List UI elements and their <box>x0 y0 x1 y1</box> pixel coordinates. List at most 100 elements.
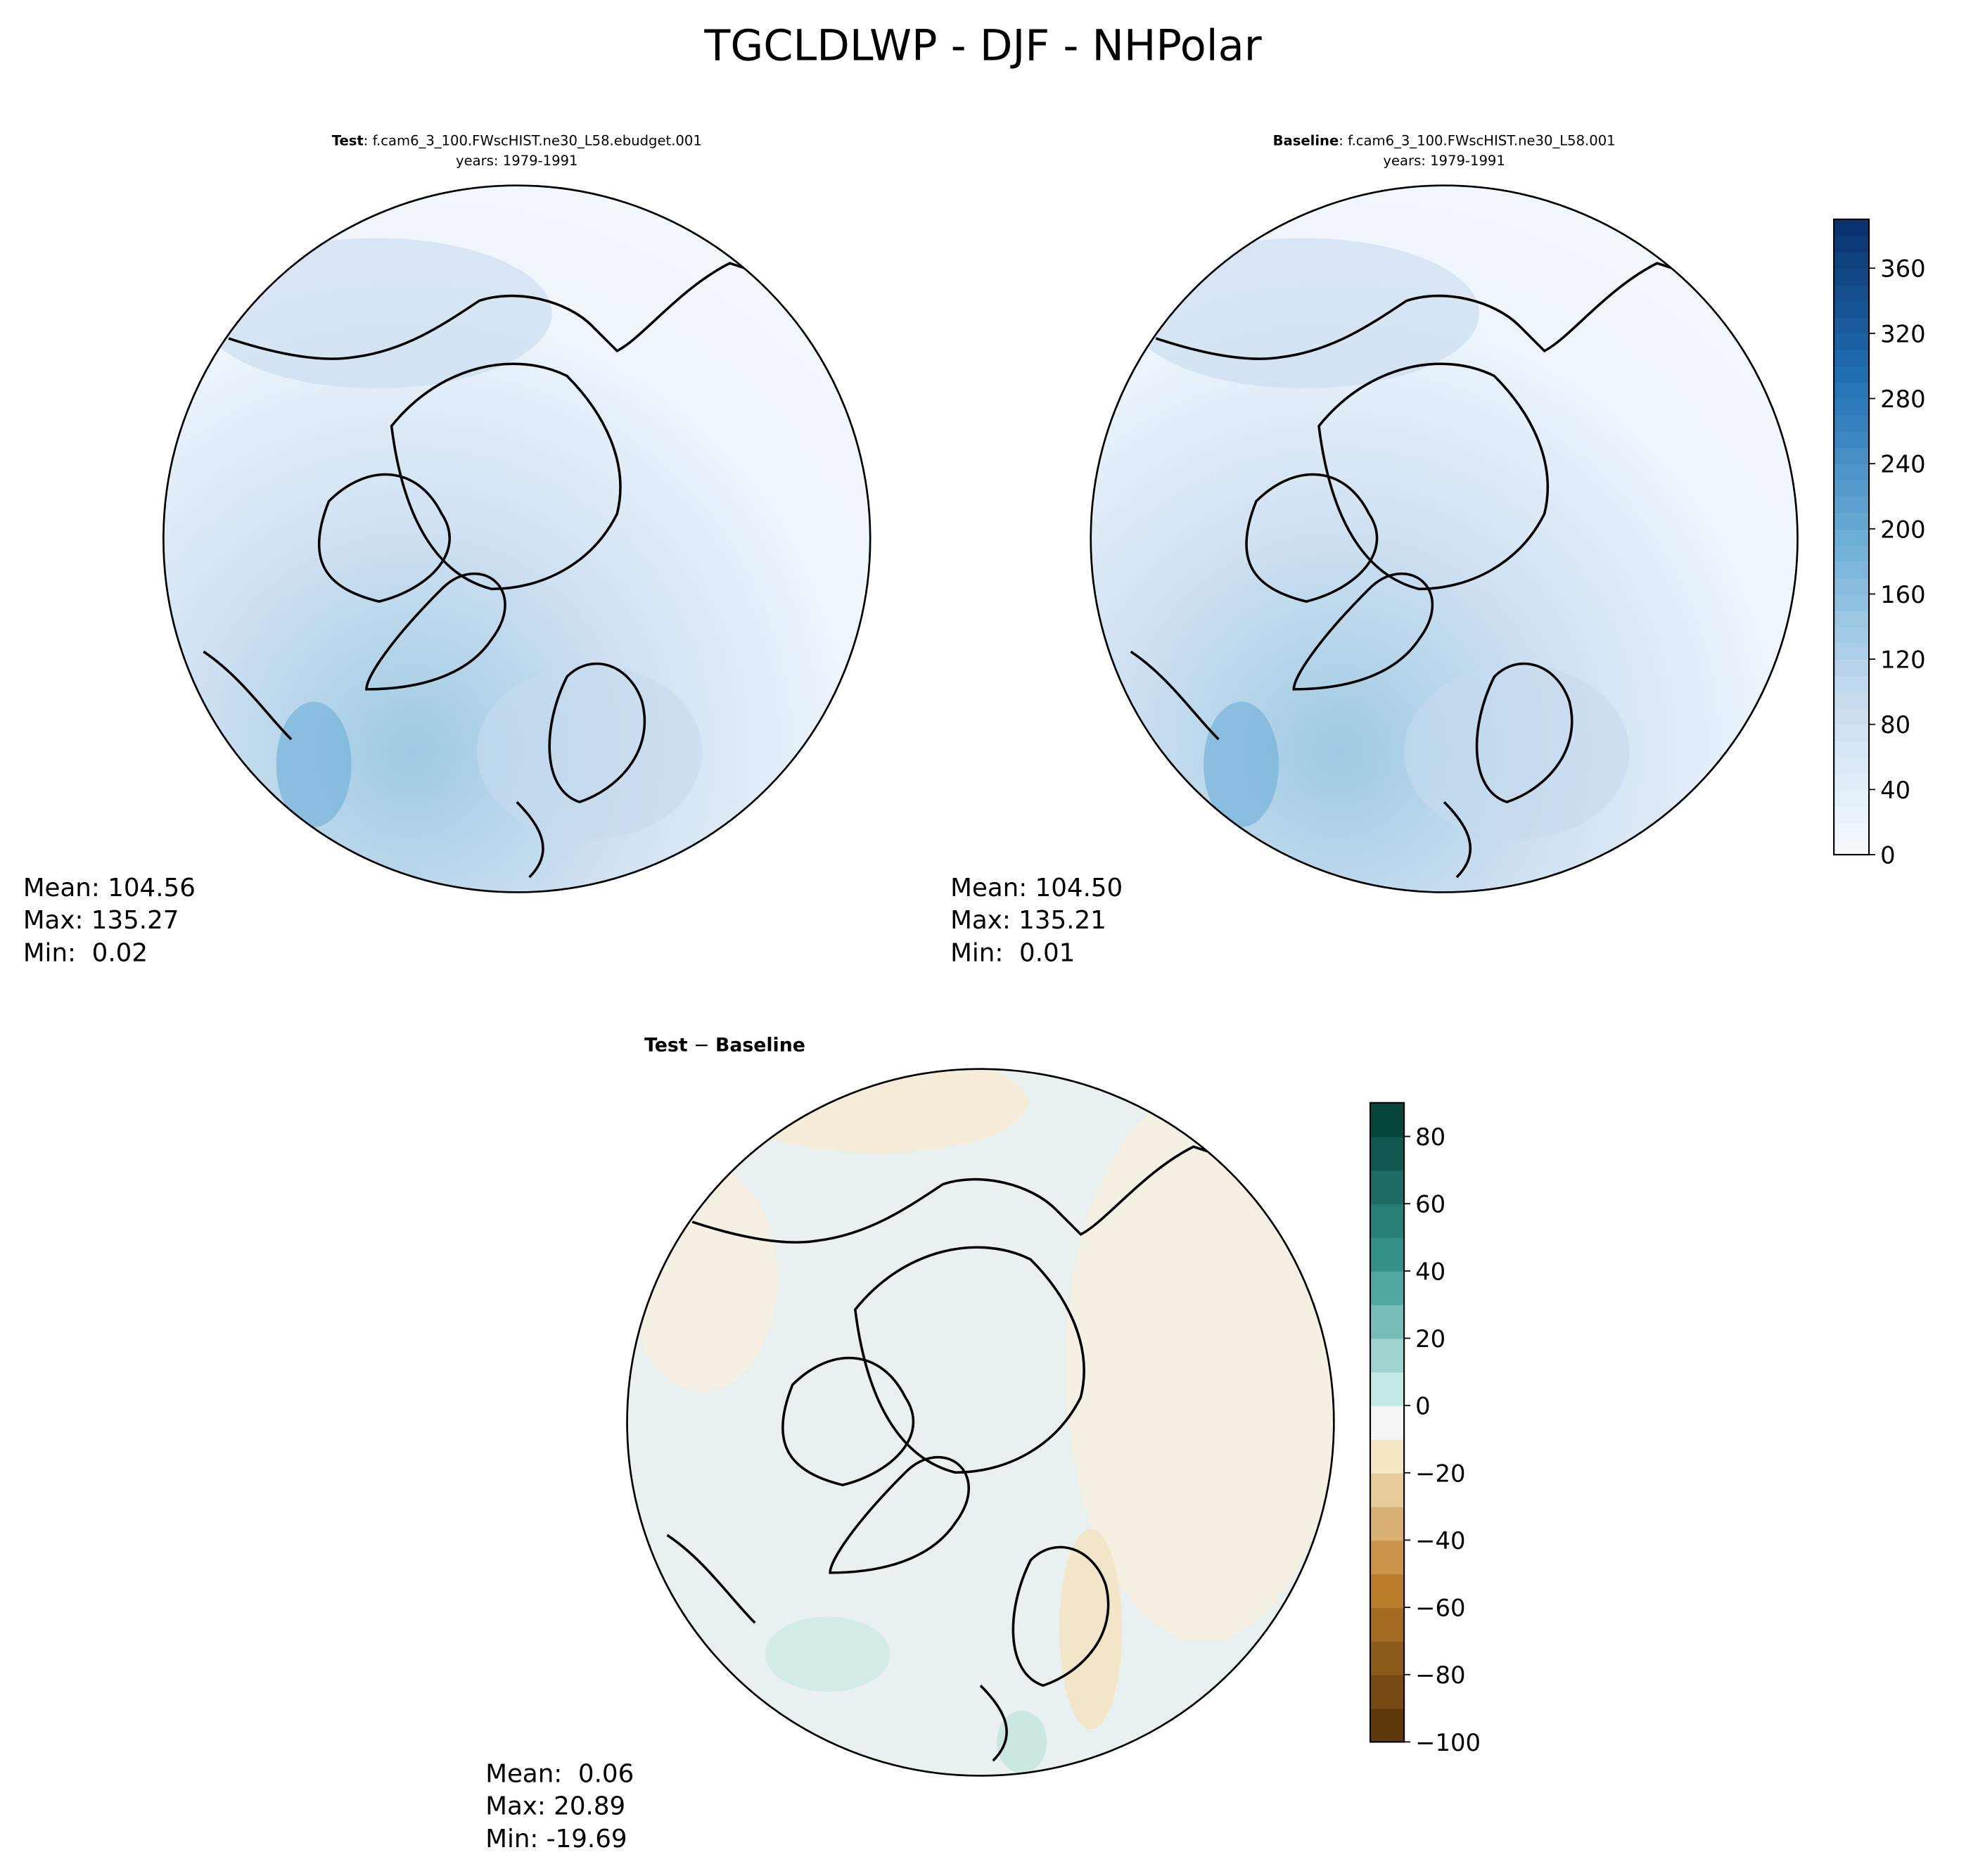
panel-title-rest: : f.cam6_3_100.FWscHIST.ne30_L58.ebudget… <box>364 133 702 149</box>
colorbar-segment <box>1370 1304 1405 1339</box>
colorbar-segment <box>1834 822 1870 839</box>
colorbar-segment <box>1834 382 1870 400</box>
colorbar-segment <box>1370 1204 1405 1238</box>
colorbar-tick-label: −60 <box>1415 1595 1465 1622</box>
stat-mean: Mean: 104.50 <box>950 874 1123 902</box>
colorbar-tick-label: 160 <box>1880 581 1926 608</box>
colorbar-tick-label: 40 <box>1880 777 1910 804</box>
colorbar-tick-label: 40 <box>1415 1258 1445 1285</box>
colorbar-segment <box>1834 594 1870 611</box>
panel-subtitle: years: 1979-1991 <box>1383 153 1505 169</box>
colorbar-segment <box>1834 300 1870 318</box>
panel-title-bold2: Baseline <box>715 1035 805 1057</box>
colorbar-segment <box>1370 1170 1405 1205</box>
panel-title-bold: Test <box>332 133 364 149</box>
stat-max: Max: 20.89 <box>485 1792 625 1821</box>
colorbar-main: 0 40 80 120 160 200 240 280 320 360 <box>1833 218 1926 869</box>
panel-title-bold: Baseline <box>1273 133 1339 149</box>
colorbar-segment <box>1834 773 1870 791</box>
colorbar-segment <box>1834 659 1870 677</box>
colorbar-segment <box>1370 1472 1405 1507</box>
panel-test: Test: f.cam6_3_100.FWscHIST.ne30_L58.ebu… <box>23 133 872 967</box>
stat-min: Min: 0.02 <box>23 938 148 967</box>
colorbar-segment <box>1370 1640 1405 1676</box>
stat-mean: Mean: 0.06 <box>485 1759 634 1788</box>
panel-title: Test: f.cam6_3_100.FWscHIST.ne30_L58.ebu… <box>332 133 702 149</box>
colorbar-segment <box>1834 414 1870 432</box>
stat-min: Min: -19.69 <box>485 1825 627 1853</box>
panel-baseline: Baseline: f.cam6_3_100.FWscHIST.ne30_L58… <box>950 133 1799 967</box>
colorbar-tick-label: −100 <box>1415 1729 1481 1756</box>
colorbar-segment <box>1834 219 1870 236</box>
colorbar-segment <box>1370 1237 1405 1272</box>
colorbar-segment <box>1834 366 1870 383</box>
panel-title: Baseline: f.cam6_3_100.FWscHIST.ne30_L58… <box>1273 133 1616 149</box>
colorbar-tick-label: −20 <box>1415 1460 1465 1487</box>
colorbar-segment <box>1834 398 1870 416</box>
panel-title-sep: − <box>688 1035 715 1057</box>
colorbar-segment <box>1834 350 1870 367</box>
colorbar-outline <box>1833 218 1870 856</box>
colorbar-diff: −100 −80 −60 −40 −20 0 20 40 60 80 <box>1369 1102 1481 1756</box>
colorbar-tick-label: 80 <box>1880 711 1910 739</box>
map-boundary <box>1090 184 1799 893</box>
colorbar-tick-label: 0 <box>1880 841 1896 869</box>
colorbar-tick-label: −40 <box>1415 1527 1465 1555</box>
colorbar-segment <box>1370 1372 1405 1407</box>
colorbar-segment <box>1834 544 1870 563</box>
stat-max: Max: 135.21 <box>950 906 1106 935</box>
colorbar-tick-label: 120 <box>1880 646 1926 674</box>
colorbar-segment <box>1834 284 1870 302</box>
map-field <box>627 1068 1334 1776</box>
colorbar-segment <box>1834 430 1870 448</box>
stat-mean: Mean: 104.56 <box>23 874 196 902</box>
colorbar-segment <box>1370 1438 1405 1474</box>
colorbar-segment <box>1370 1574 1405 1608</box>
colorbar-segment <box>1834 317 1870 334</box>
map-field <box>163 185 871 893</box>
colorbar-segment <box>1370 1607 1405 1642</box>
colorbar-segment <box>1834 512 1870 530</box>
colorbar-segment <box>1370 1708 1405 1743</box>
colorbar-segment <box>1834 740 1870 758</box>
colorbar-segment <box>1834 838 1870 855</box>
colorbar-segment <box>1834 578 1870 595</box>
colorbar-segment <box>1834 464 1870 481</box>
panel-subtitle: years: 1979-1991 <box>456 153 577 169</box>
colorbar-segment <box>1834 496 1870 513</box>
colorbar-tick-label: 360 <box>1880 255 1926 283</box>
colorbar-segment <box>1834 447 1870 465</box>
colorbar-segment <box>1834 724 1870 741</box>
colorbar-segment <box>1834 626 1870 644</box>
colorbar-segment <box>1370 1674 1405 1709</box>
colorbar-segment <box>1834 610 1870 627</box>
colorbar-segment <box>1834 268 1870 286</box>
colorbar-segment <box>1834 528 1870 546</box>
stat-max: Max: 135.27 <box>23 906 179 935</box>
colorbar-tick-label: 320 <box>1880 320 1926 347</box>
colorbar-tick-label: 80 <box>1415 1123 1445 1151</box>
colorbar-segment <box>1834 642 1870 660</box>
colorbar-segment <box>1834 480 1870 497</box>
colorbar-tick-label: 280 <box>1880 385 1926 413</box>
map-boundary <box>162 184 872 893</box>
map-boundary <box>626 1068 1335 1777</box>
colorbar-tick-label: 60 <box>1415 1191 1445 1218</box>
colorbar-tick-label: 240 <box>1880 451 1926 478</box>
colorbar-segment <box>1370 1540 1405 1575</box>
colorbar-segment <box>1370 1270 1405 1306</box>
colorbar-segment <box>1834 757 1870 774</box>
colorbar-tick-label: 20 <box>1415 1325 1445 1353</box>
colorbar-segment <box>1370 1102 1405 1137</box>
colorbar-segment <box>1834 333 1870 350</box>
colorbar-segment <box>1834 691 1870 709</box>
panel-title-rest: : f.cam6_3_100.FWscHIST.ne30_L58.001 <box>1339 133 1615 149</box>
figure-suptitle: TGCLDLWP - DJF - NHPolar <box>703 22 1261 71</box>
colorbar-segment <box>1834 805 1870 823</box>
colorbar-outline <box>1369 1102 1405 1743</box>
colorbar-segment <box>1834 789 1870 807</box>
colorbar-segment <box>1370 1136 1405 1171</box>
panel-title: Test − Baseline <box>644 1035 805 1057</box>
colorbar-segment <box>1370 1338 1405 1373</box>
